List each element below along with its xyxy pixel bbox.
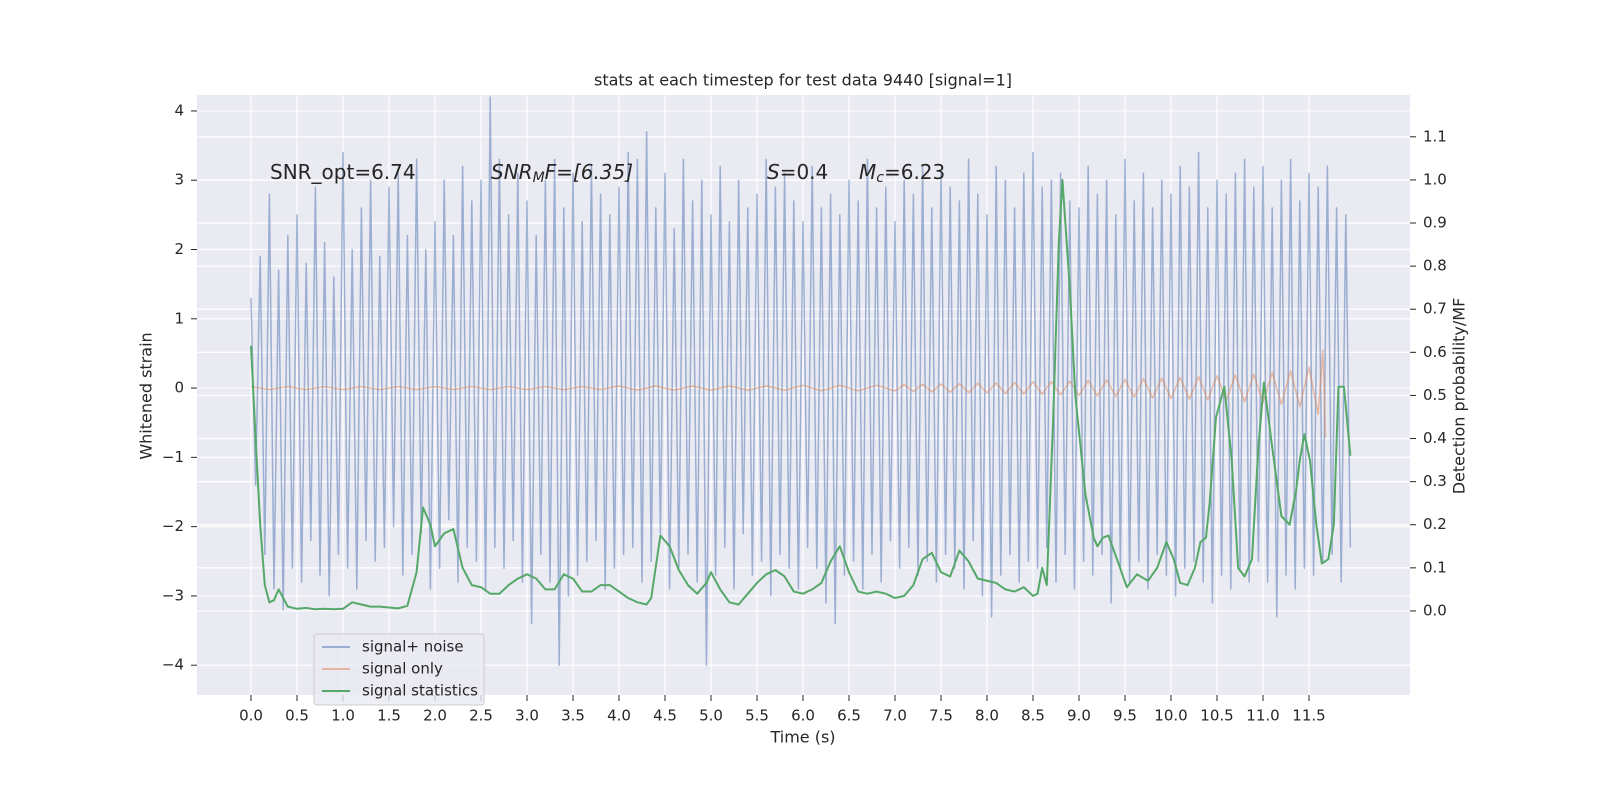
annotation-sub: c	[876, 170, 884, 186]
x-tick-label: 0.0	[239, 707, 263, 725]
y2-tick-label: 0.2	[1423, 515, 1447, 533]
legend-label: signal+ noise	[362, 638, 464, 656]
x-tick-label: 9.0	[1067, 707, 1091, 725]
y2-tick-label: 1.1	[1423, 127, 1447, 145]
y-tick-label: 4	[174, 101, 184, 119]
y-axis-label: Whitened strain	[137, 332, 156, 459]
series-layer	[250, 96, 1352, 666]
x-tick-label: 3.5	[561, 707, 585, 725]
annotation-base: SNR	[491, 160, 533, 184]
legend: signal+ noise signal only signal statistic…	[313, 633, 485, 706]
y-tick-label: 1	[174, 309, 184, 327]
y-tick-label: 2	[174, 240, 184, 258]
x-tick-label: 10.0	[1154, 707, 1187, 725]
x-tick-label: 1.0	[331, 707, 355, 725]
y2-tick-label: 0.1	[1423, 558, 1447, 576]
annotation-base: SNR_opt=6.74	[270, 160, 416, 184]
x-tick-label: 8.5	[1021, 707, 1045, 725]
annotation-sub: M	[533, 170, 545, 186]
y2-tick-label: 0.8	[1423, 257, 1447, 275]
x-tick-label: 9.5	[1113, 707, 1137, 725]
chart-title: stats at each timestep for test data 944…	[594, 71, 1012, 90]
y-tick-label: −4	[162, 656, 184, 674]
x-tick-label: 5.5	[745, 707, 769, 725]
legend-label: signal statistics	[362, 682, 478, 700]
x-tick-label: 6.5	[837, 707, 861, 725]
y2-tick-label: 0.3	[1423, 472, 1447, 490]
x-tick-label: 11.5	[1292, 707, 1325, 725]
y2-tick-label: 0.6	[1423, 343, 1447, 361]
annotation: SNR_opt=6.74	[270, 160, 416, 184]
y2-tick-label: 1.0	[1423, 170, 1447, 188]
legend-label: signal only	[362, 660, 443, 678]
annotation: Mc=6.23	[859, 160, 945, 187]
y-tick-label: −3	[162, 586, 184, 604]
x-tick-label: 1.5	[377, 707, 401, 725]
x-tick-label: 8.0	[975, 707, 999, 725]
annotation-rest: F=[6.35]	[545, 160, 633, 184]
annotation: S=0.4	[767, 160, 828, 184]
y-tick-label: −1	[162, 448, 184, 466]
annotation-rest: =6.23	[884, 160, 945, 184]
y2-tick-label: 0.4	[1423, 429, 1447, 447]
y2-tick-label: 0.9	[1423, 214, 1447, 232]
x-tick-label: 2.5	[469, 707, 493, 725]
y2-axis-label: Detection probability/MF	[1450, 298, 1469, 495]
x-tick-label: 5.0	[699, 707, 723, 725]
series-line	[250, 178, 1352, 611]
y-tick-label: 3	[174, 171, 184, 189]
x-tick-label: 0.5	[285, 707, 309, 725]
x-tick-label: 11.0	[1246, 707, 1279, 725]
x-tick-label: 2.0	[423, 707, 447, 725]
y-tick-label: 0	[174, 379, 184, 397]
y-tick-label: −2	[162, 517, 184, 535]
x-tick-label: 7.0	[883, 707, 907, 725]
annotation-base: S	[767, 160, 780, 184]
y2-tick-label: 0.5	[1423, 386, 1447, 404]
label-layer: 0.0 0.5 1.0 1.5 2.0 2.5 3.0 3.5 4.0 4.5 5.0 5.5 6.0 6…	[162, 101, 1447, 724]
x-tick-label: 10.5	[1200, 707, 1233, 725]
x-tick-label: 3.0	[515, 707, 539, 725]
x-tick-label: 6.0	[791, 707, 815, 725]
annotation-rest: =0.4	[780, 160, 829, 184]
x-tick-label: 7.5	[929, 707, 953, 725]
x-tick-label: 4.5	[653, 707, 677, 725]
series-line	[250, 96, 1352, 666]
y2-tick-label: 0.0	[1423, 601, 1447, 619]
y2-tick-label: 0.7	[1423, 300, 1447, 318]
annotation: SNRMF=[6.35]	[491, 160, 633, 187]
x-tick-label: 4.0	[607, 707, 631, 725]
legend-box	[313, 633, 485, 706]
series-line	[250, 349, 1327, 438]
x-axis-label: Time (s)	[769, 728, 835, 747]
annotation-base: M	[859, 160, 876, 184]
